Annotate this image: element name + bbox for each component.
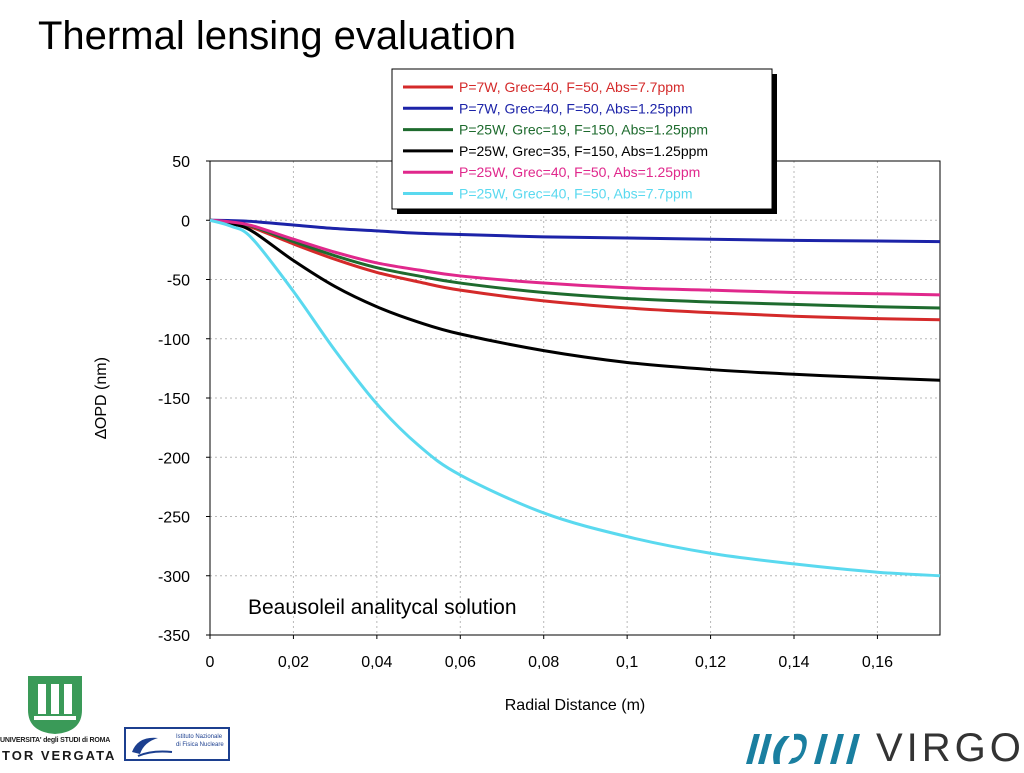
x-tick-label: 0,14: [778, 654, 809, 671]
x-axis-label: Radial Distance (m): [505, 697, 645, 714]
x-tick-label: 0,02: [278, 654, 309, 671]
y-tick-label: 50: [172, 154, 190, 171]
grid: [209, 160, 940, 636]
legend: P=7W, Grec=40, F=50, Abs=7.7ppm P=7W, Gre…: [391, 68, 777, 214]
legend-box: [391, 68, 773, 210]
y-tick-label: -100: [158, 332, 190, 349]
legend-entry: P=25W, Grec=40, F=50, Abs=7.7ppm: [459, 186, 692, 202]
infn-text: Istituto Nazionale di Fisica Nucleare: [176, 733, 224, 749]
y-tick-label: -250: [158, 510, 190, 527]
y-tick-label: -50: [167, 273, 190, 290]
y-tick-label: -150: [158, 391, 190, 408]
legend-entry: P=7W, Grec=40, F=50, Abs=7.7ppm: [459, 79, 685, 95]
infn-text-line-1: Istituto Nazionale: [176, 734, 223, 740]
series-line-5: [209, 218, 941, 297]
series-line-2: [209, 218, 941, 244]
virgo-wave-icon: [746, 733, 860, 764]
slide-title: Thermal lensing evaluation: [38, 14, 517, 58]
y-axis-label: ∆OPD (nm): [93, 357, 110, 439]
virgo-text: VIRGO: [876, 726, 1024, 770]
series-lines: [209, 218, 941, 578]
x-tick-label: 0,08: [528, 654, 559, 671]
legend-entry: P=7W, Grec=40, F=50, Abs=1.25ppm: [459, 100, 692, 116]
x-tick-label: 0,1: [616, 654, 638, 671]
y-tick-label: -350: [158, 628, 190, 645]
legend-entry: P=25W, Grec=19, F=150, Abs=1.25ppm: [459, 122, 708, 138]
tor-vergata-emblem-icon: [28, 676, 82, 734]
x-tick-label: 0,06: [445, 654, 476, 671]
infn-swoosh-icon: [132, 737, 173, 757]
series-line-3: [209, 218, 941, 310]
x-tick-label: 0,16: [862, 654, 893, 671]
legend-entry: P=25W, Grec=40, F=50, Abs=1.25ppm: [459, 164, 700, 180]
y-tick-label: -200: [158, 450, 190, 467]
tor-vergata-logo: UNIVERSITA' degli STUDI di ROMA TOR VERG…: [0, 670, 114, 768]
tor-vergata-university-text: UNIVERSITA' degli STUDI di ROMA: [0, 737, 111, 744]
series-line-4: [209, 218, 941, 382]
legend-entry: P=25W, Grec=35, F=150, Abs=1.25ppm: [459, 143, 708, 159]
tor-vergata-name-text: TOR VERGATA: [2, 748, 117, 763]
x-tick-label: 0: [206, 654, 215, 671]
x-tick-label: 0,12: [695, 654, 726, 671]
y-tick-label: 0: [181, 213, 190, 230]
x-tick-label: 0,04: [361, 654, 392, 671]
y-tick-label: -300: [158, 569, 190, 586]
virgo-logo: VIRGO: [744, 728, 1024, 768]
infn-text-line-2: di Fisica Nucleare: [176, 742, 224, 748]
series-line-6: [209, 218, 941, 578]
tick-labels: 50 0 -50 -100 -150 -200 -250 -300 -350 0 0,02 0,04 0…: [158, 154, 893, 671]
chart-annotation: Beausoleil analitycal solution: [248, 596, 517, 619]
infn-logo: Istituto Nazionale di Fisica Nucleare: [124, 727, 230, 761]
